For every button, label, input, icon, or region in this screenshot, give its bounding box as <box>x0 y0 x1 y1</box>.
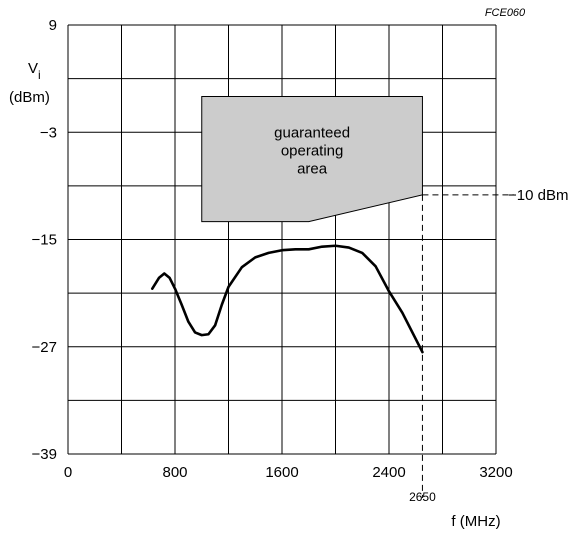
y-axis-unit: (dBm) <box>9 89 50 106</box>
y-axis-label-sub: i <box>38 68 41 82</box>
x-tick-label: 3200 <box>479 464 512 481</box>
area-label-line-2: operating <box>281 142 344 159</box>
figure-code: FCE060 <box>485 7 526 19</box>
y-axis-label: Vi <box>28 60 41 82</box>
series-line <box>150 244 424 354</box>
y-tick-label: 9 <box>49 17 57 34</box>
x-tick-labels: 0 800 1600 2400 3200 <box>64 464 513 481</box>
x-axis-label: f (MHz) <box>451 513 500 530</box>
area-label-line-3: area <box>297 160 328 177</box>
level-annotation-label: −10 dBm <box>508 187 568 204</box>
grid <box>67 24 497 455</box>
y-axis-label-main: V <box>28 60 38 77</box>
x-tick-label: 800 <box>162 464 187 481</box>
area-label-line-1: guaranteed <box>274 124 350 141</box>
guaranteed-area-label: guaranteed operating area <box>263 122 362 177</box>
y-tick-label: −39 <box>32 446 57 463</box>
y-tick-label: −15 <box>32 232 57 249</box>
y-tick-labels: 9 −3 −15 −27 −39 <box>32 17 57 463</box>
area-label-background <box>263 122 362 175</box>
x-tick-label: 0 <box>64 464 72 481</box>
y-tick-label: −3 <box>40 124 57 141</box>
x-tick-label: 1600 <box>265 464 298 481</box>
dashed-guides <box>421 194 514 498</box>
x-tick-label: 2400 <box>372 464 405 481</box>
frequency-marker-label: 2650 <box>409 490 436 504</box>
y-tick-label: −27 <box>32 339 57 356</box>
